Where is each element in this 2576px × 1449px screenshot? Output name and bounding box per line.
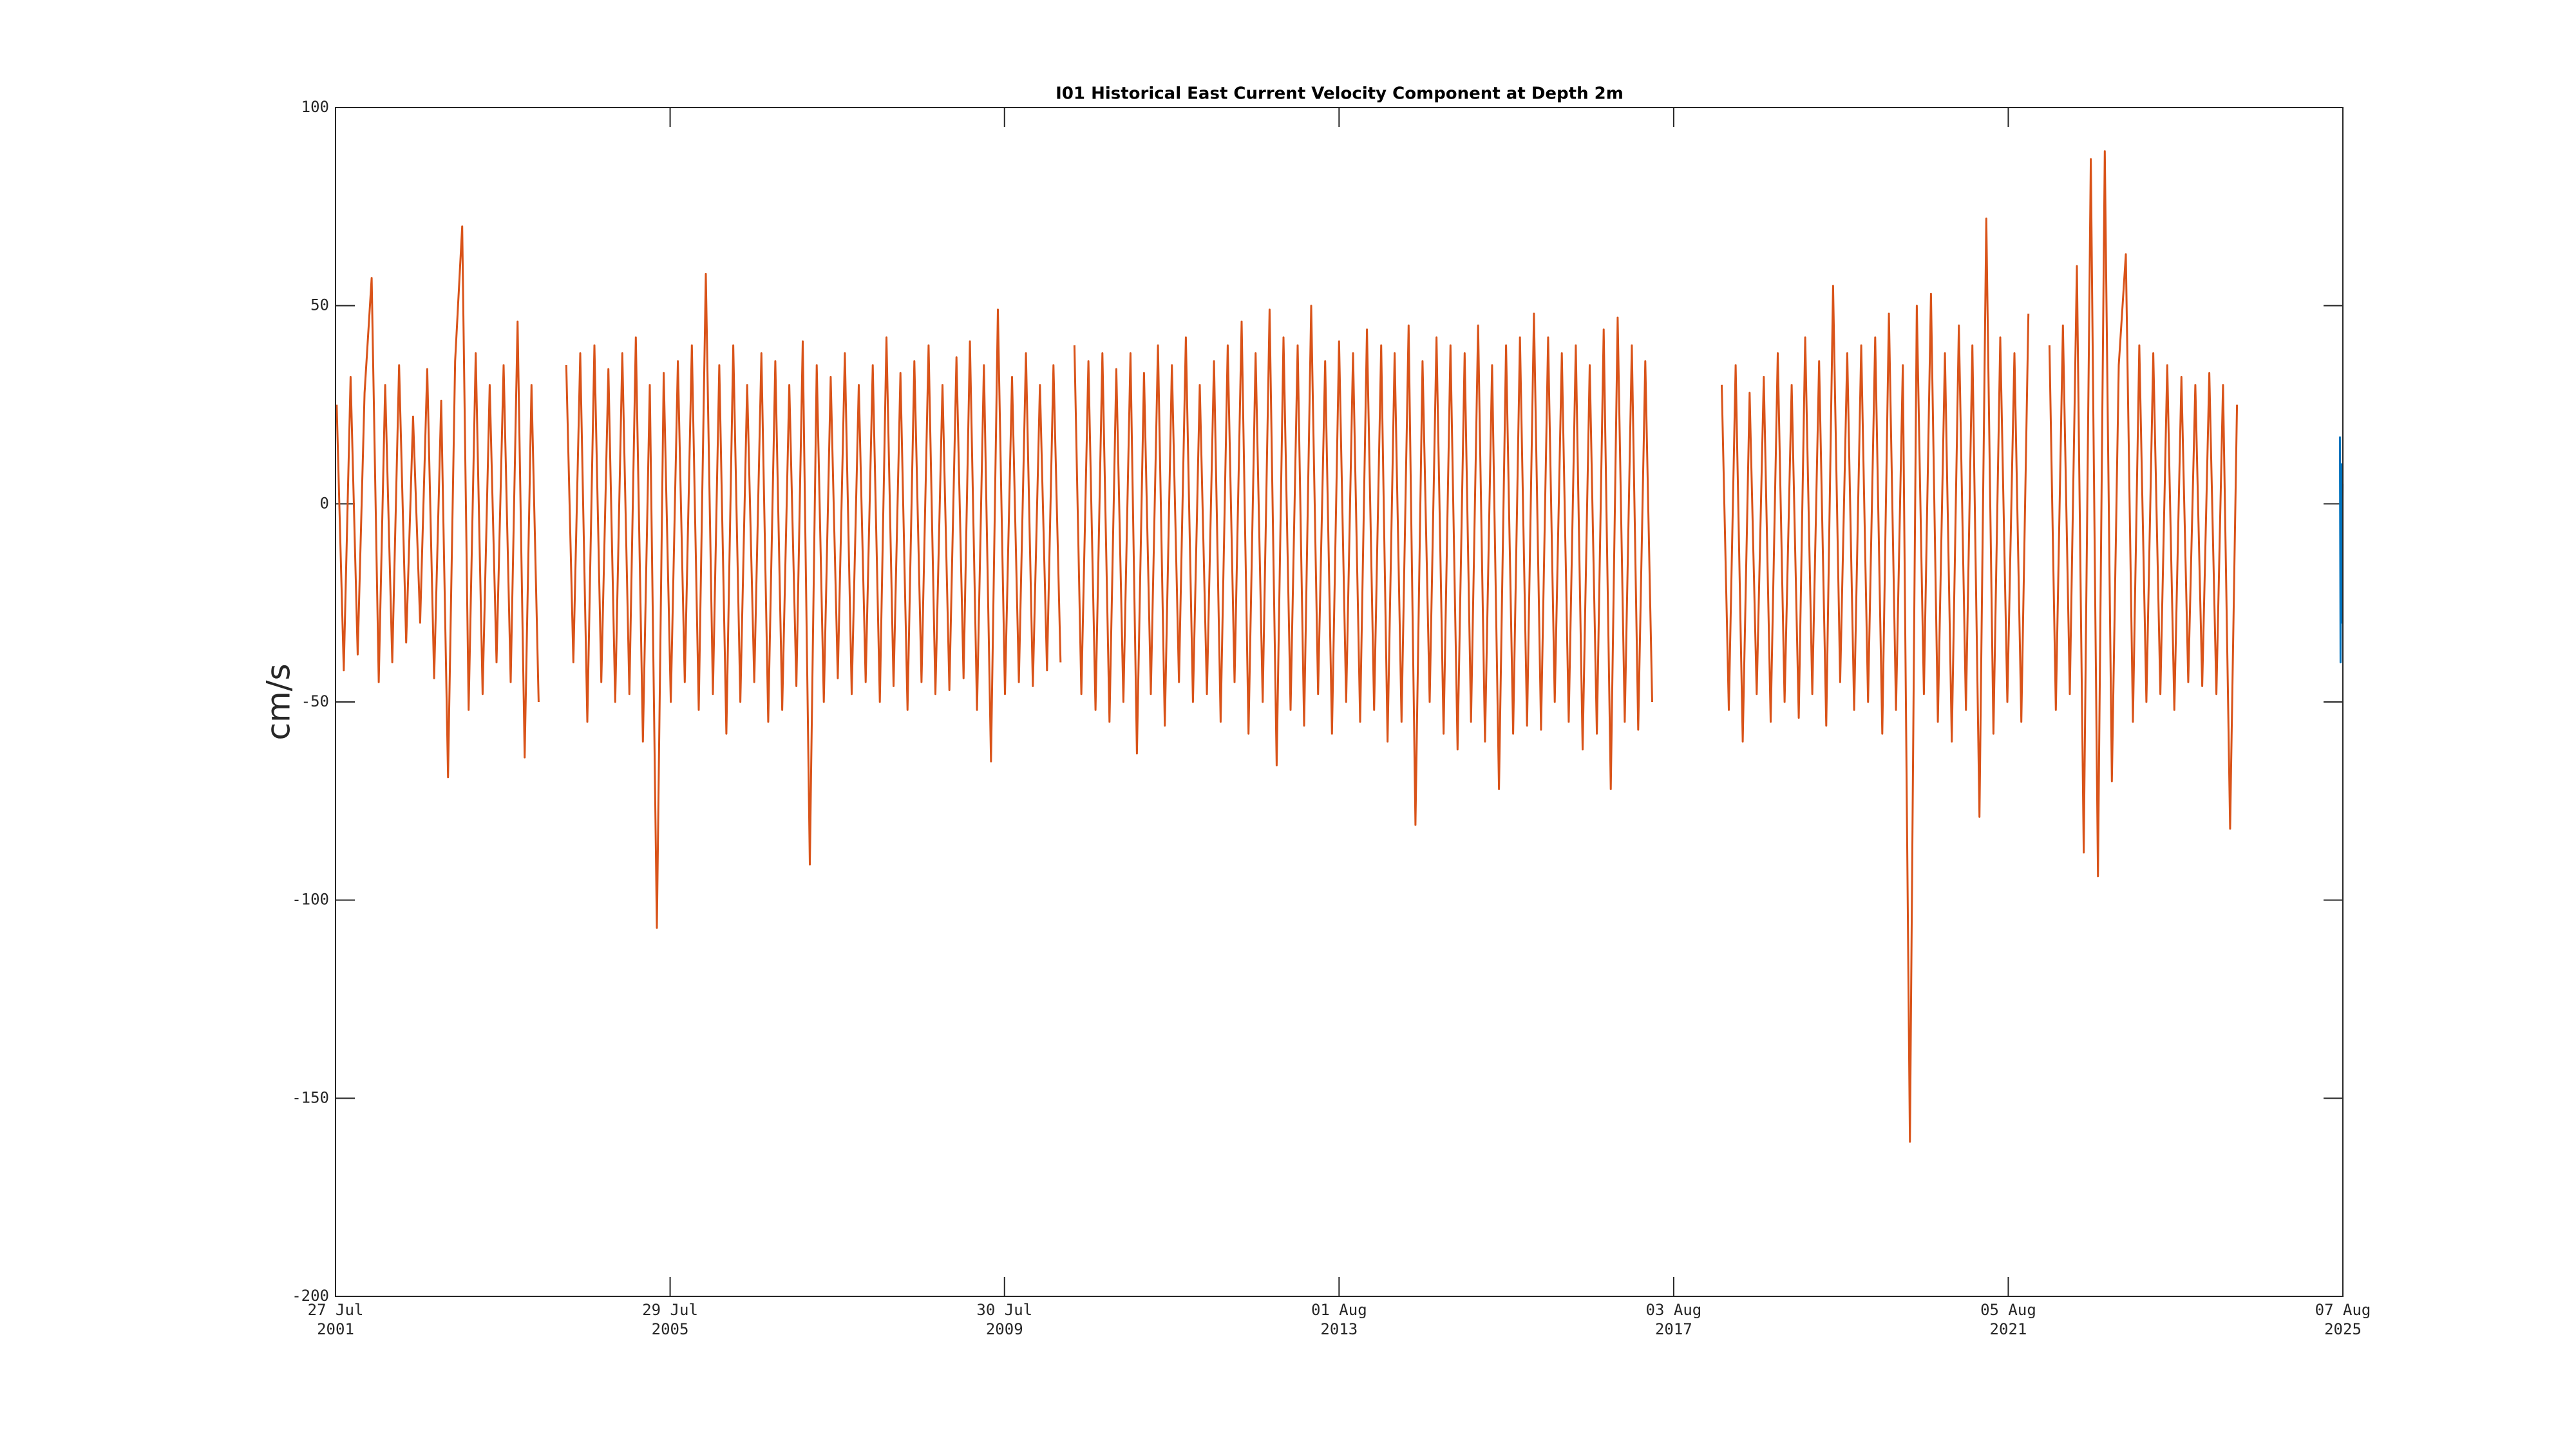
y-tick-label: 100: [301, 98, 329, 116]
x-tick-label: 07 Aug 2025: [2315, 1301, 2371, 1338]
x-tick-label: 03 Aug 2017: [1645, 1301, 1702, 1338]
y-tick-label: 50: [310, 296, 329, 314]
plot-area: [336, 108, 2343, 1296]
x-tick-label: 29 Jul 2005: [642, 1301, 698, 1338]
x-tick-label: 30 Jul 2009: [976, 1301, 1033, 1338]
y-axis-label: cm/s: [260, 663, 298, 740]
x-tick-label: 05 Aug 2021: [1980, 1301, 2036, 1338]
y-tick-label: -200: [292, 1287, 329, 1305]
y-tick-label: -100: [292, 891, 329, 909]
chart-title: I01 Historical East Current Velocity Com…: [1056, 84, 1624, 104]
axes-box: [335, 107, 2344, 1297]
x-tick-label: 01 Aug 2013: [1311, 1301, 1367, 1338]
y-tick-label: -50: [301, 692, 329, 710]
data-line: [2338, 436, 2344, 663]
data-line: [336, 150, 2239, 1143]
y-tick-label: -150: [292, 1088, 329, 1106]
y-tick-label: 0: [320, 494, 329, 512]
x-tick-label: 27 Jul 2001: [307, 1301, 364, 1338]
